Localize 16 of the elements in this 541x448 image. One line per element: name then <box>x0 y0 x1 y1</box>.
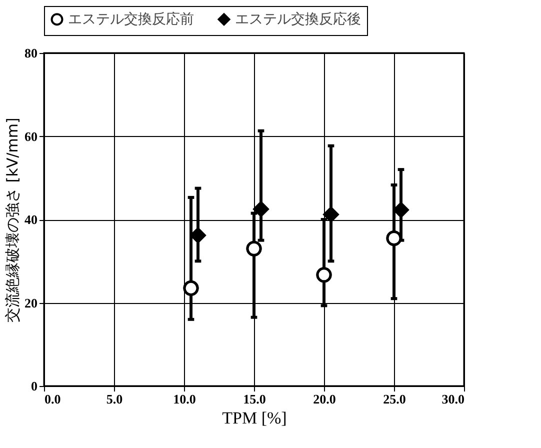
x-tick-label: 15.0 <box>243 392 266 406</box>
x-tick-label: 20.0 <box>313 392 336 406</box>
x-axis-title: TPM [%] <box>222 408 287 428</box>
y-tick-label: 20 <box>24 295 38 310</box>
y-tick-label: 40 <box>24 212 38 227</box>
x-tick-label: 5.0 <box>106 392 123 406</box>
y-tick-label: 80 <box>24 46 38 60</box>
legend-label: エステル交換反応前 <box>68 11 194 28</box>
x-tick-label: 30.0 <box>442 392 464 406</box>
legend-label: エステル交換反応後 <box>235 11 361 28</box>
y-tick-label: 0 <box>31 378 38 394</box>
x-tick-label: 10.0 <box>173 392 196 406</box>
y-axis-title: 交流絶縁破壊の強さ [kV/mm] <box>4 118 22 322</box>
x-tick-label: 0.0 <box>44 392 61 406</box>
y-tick-label: 60 <box>24 128 38 144</box>
x-tick-label: 25.0 <box>383 392 406 406</box>
